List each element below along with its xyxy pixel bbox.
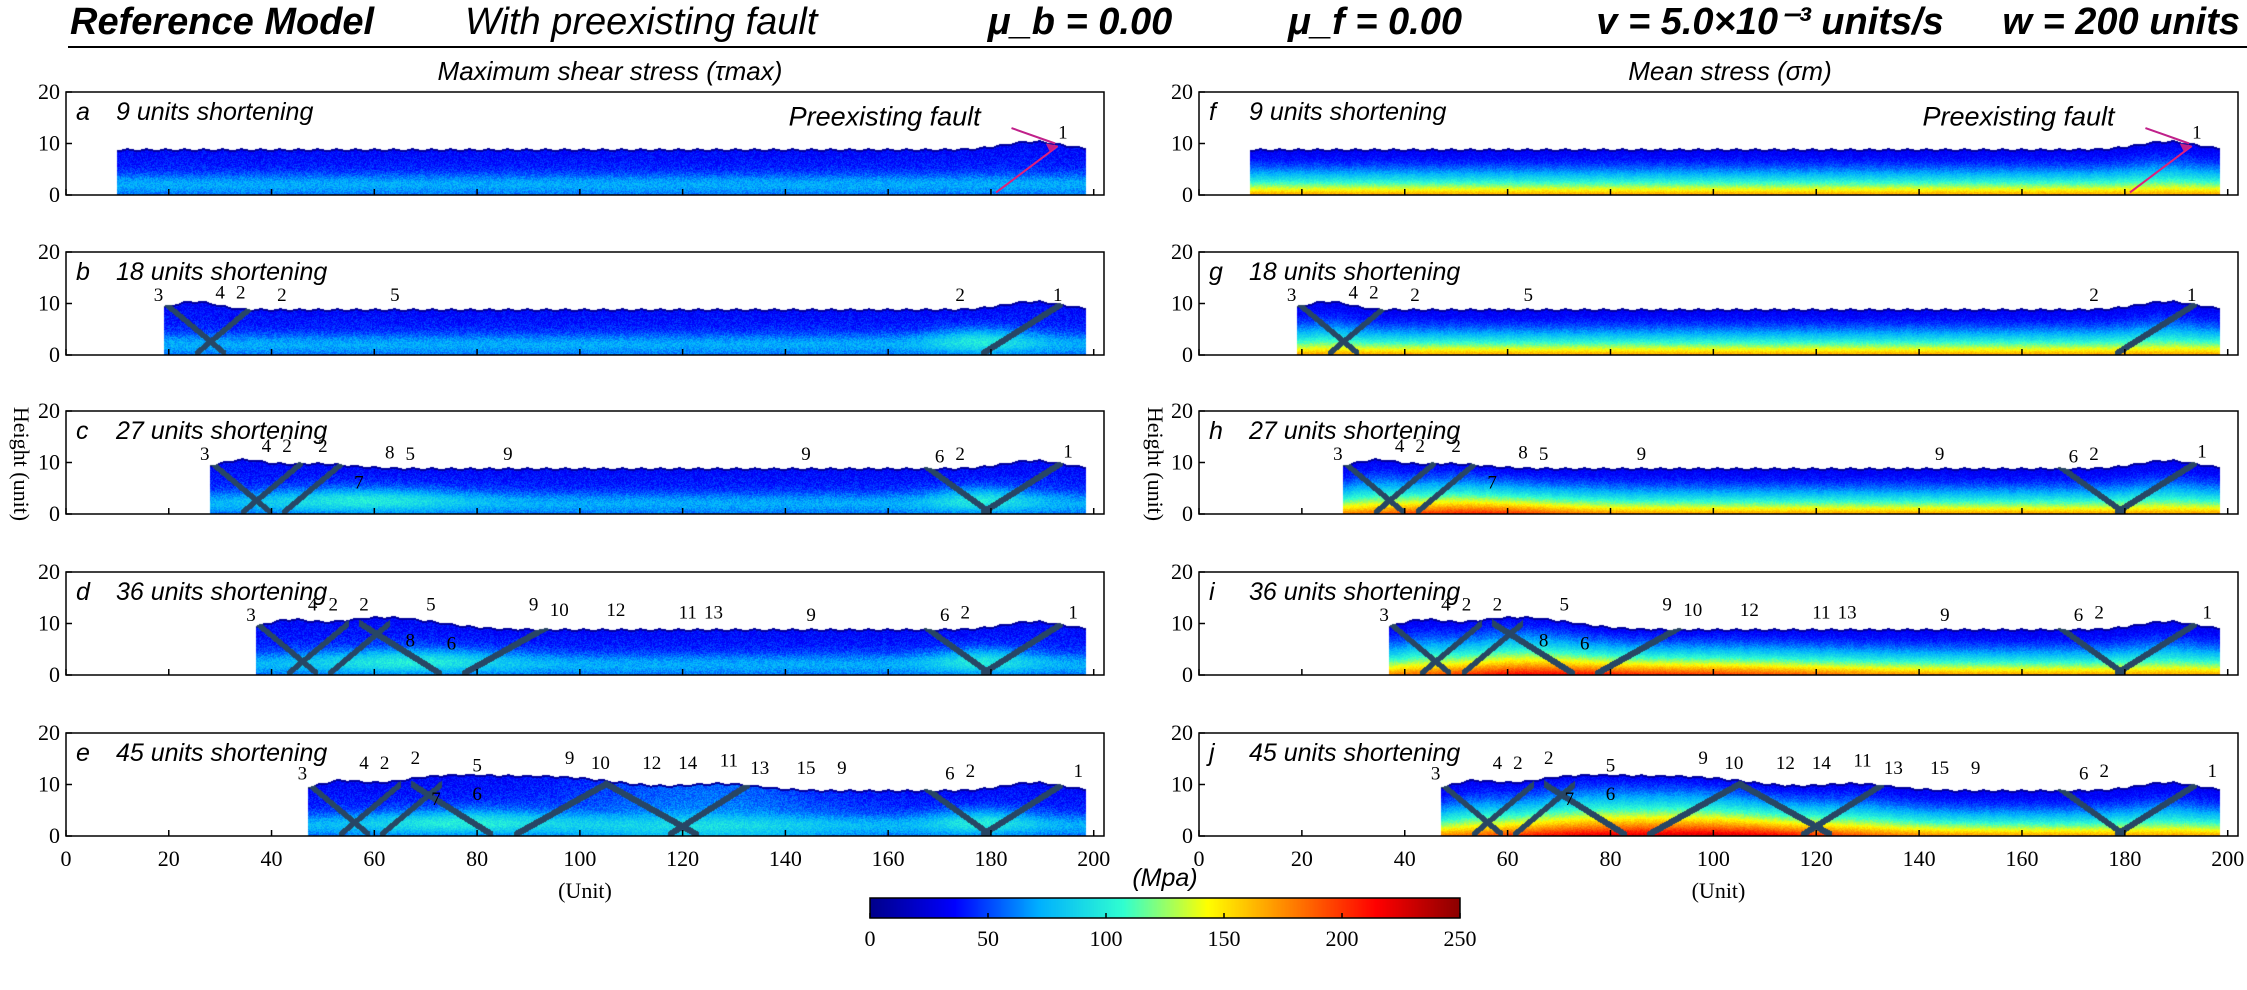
stress-field-figure bbox=[0, 0, 2247, 990]
